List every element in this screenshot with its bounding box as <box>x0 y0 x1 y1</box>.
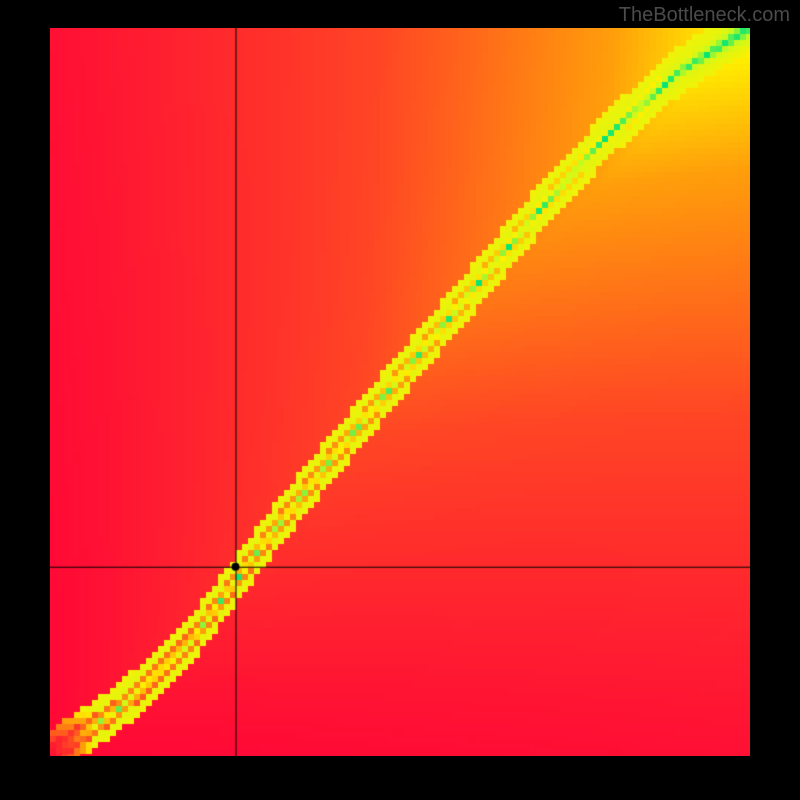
bottleneck-heatmap <box>50 28 750 756</box>
chart-container: TheBottleneck.com <box>0 0 800 800</box>
watermark-text: TheBottleneck.com <box>619 4 790 27</box>
